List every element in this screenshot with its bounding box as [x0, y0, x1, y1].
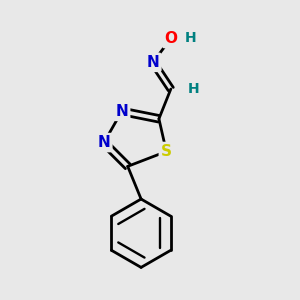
Text: O: O: [164, 31, 177, 46]
Text: N: N: [98, 135, 110, 150]
Text: N: N: [147, 55, 159, 70]
Text: H: H: [187, 82, 199, 96]
Text: S: S: [161, 144, 172, 159]
Text: N: N: [116, 104, 128, 119]
Text: H: H: [184, 31, 196, 45]
